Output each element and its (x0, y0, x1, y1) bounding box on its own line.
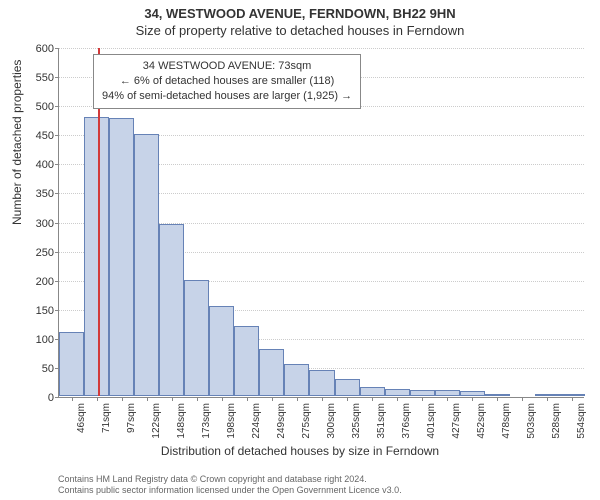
title-sub: Size of property relative to detached ho… (0, 21, 600, 38)
ytick-label: 550 (14, 72, 54, 84)
xtick-label: 427sqm (451, 403, 462, 439)
x-axis-label: Distribution of detached houses by size … (0, 444, 600, 458)
xtick-mark (297, 397, 298, 401)
histogram-bar (385, 389, 410, 396)
xtick-label: 224sqm (251, 403, 262, 439)
ytick-mark (55, 77, 59, 78)
xtick-mark (422, 397, 423, 401)
xtick-mark (572, 397, 573, 401)
ytick-label: 600 (14, 43, 54, 55)
xtick-label: 275sqm (301, 403, 312, 439)
xtick-mark (247, 397, 248, 401)
ytick-label: 300 (14, 218, 54, 230)
footer-line-2: Contains public sector information licen… (58, 485, 402, 496)
xtick-label: 97sqm (126, 403, 137, 433)
xtick-mark (472, 397, 473, 401)
chart-area: 05010015020025030035040045050055060046sq… (58, 48, 584, 398)
chart-container: 34, WESTWOOD AVENUE, FERNDOWN, BH22 9HN … (0, 0, 600, 500)
ytick-label: 400 (14, 159, 54, 171)
xtick-label: 46sqm (76, 403, 87, 433)
ytick-mark (55, 252, 59, 253)
histogram-bar (435, 390, 460, 396)
histogram-bar (535, 394, 560, 396)
xtick-label: 478sqm (501, 403, 512, 439)
info-line-3: 94% of semi-detached houses are larger (… (102, 89, 352, 104)
histogram-bar (360, 387, 385, 396)
xtick-label: 300sqm (326, 403, 337, 439)
ytick-label: 450 (14, 130, 54, 142)
ytick-label: 250 (14, 247, 54, 259)
info-box: 34 WESTWOOD AVENUE: 73sqm ← 6% of detach… (93, 54, 361, 109)
xtick-mark (322, 397, 323, 401)
footer-line-1: Contains HM Land Registry data © Crown c… (58, 474, 402, 485)
xtick-label: 554sqm (576, 403, 587, 439)
xtick-mark (347, 397, 348, 401)
ytick-label: 350 (14, 188, 54, 200)
ytick-label: 500 (14, 101, 54, 113)
ytick-mark (55, 281, 59, 282)
xtick-mark (147, 397, 148, 401)
histogram-bar (259, 349, 284, 396)
xtick-label: 122sqm (151, 403, 162, 439)
histogram-bar (284, 364, 309, 396)
xtick-label: 148sqm (176, 403, 187, 439)
info-line-1: 34 WESTWOOD AVENUE: 73sqm (102, 59, 352, 74)
xtick-label: 71sqm (101, 403, 112, 433)
histogram-bar (109, 118, 134, 396)
xtick-label: 401sqm (426, 403, 437, 439)
histogram-bar (335, 379, 360, 396)
ytick-label: 100 (14, 334, 54, 346)
ytick-label: 200 (14, 276, 54, 288)
xtick-mark (497, 397, 498, 401)
ytick-label: 0 (14, 392, 54, 404)
ytick-mark (55, 193, 59, 194)
histogram-bar (59, 332, 84, 396)
histogram-bar (159, 224, 184, 396)
xtick-mark (447, 397, 448, 401)
xtick-label: 351sqm (376, 403, 387, 439)
xtick-label: 528sqm (551, 403, 562, 439)
histogram-bar (234, 326, 259, 396)
histogram-bar (184, 280, 209, 396)
xtick-mark (547, 397, 548, 401)
xtick-mark (522, 397, 523, 401)
ytick-mark (55, 48, 59, 49)
info-line-2: ← 6% of detached houses are smaller (118… (102, 74, 352, 89)
xtick-label: 198sqm (226, 403, 237, 439)
ytick-mark (55, 310, 59, 311)
xtick-label: 173sqm (201, 403, 212, 439)
ytick-mark (55, 106, 59, 107)
xtick-mark (197, 397, 198, 401)
ytick-mark (55, 223, 59, 224)
histogram-bar (410, 390, 435, 396)
histogram-bar (209, 306, 234, 396)
xtick-label: 376sqm (401, 403, 412, 439)
histogram-bar (485, 394, 510, 396)
xtick-mark (172, 397, 173, 401)
ytick-label: 50 (14, 363, 54, 375)
histogram-bar (560, 394, 585, 396)
xtick-label: 249sqm (276, 403, 287, 439)
xtick-mark (122, 397, 123, 401)
histogram-bar (84, 117, 109, 396)
xtick-mark (372, 397, 373, 401)
xtick-label: 325sqm (351, 403, 362, 439)
footer: Contains HM Land Registry data © Crown c… (58, 474, 402, 497)
ytick-mark (55, 397, 59, 398)
ytick-label: 150 (14, 305, 54, 317)
histogram-bar (460, 391, 485, 396)
title-main: 34, WESTWOOD AVENUE, FERNDOWN, BH22 9HN (0, 0, 600, 21)
gridline (59, 48, 584, 49)
xtick-mark (97, 397, 98, 401)
xtick-mark (272, 397, 273, 401)
xtick-mark (397, 397, 398, 401)
ytick-mark (55, 164, 59, 165)
xtick-mark (72, 397, 73, 401)
ytick-mark (55, 135, 59, 136)
xtick-label: 503sqm (526, 403, 537, 439)
xtick-label: 452sqm (476, 403, 487, 439)
xtick-mark (222, 397, 223, 401)
histogram-bar (309, 370, 334, 396)
histogram-bar (134, 134, 159, 396)
